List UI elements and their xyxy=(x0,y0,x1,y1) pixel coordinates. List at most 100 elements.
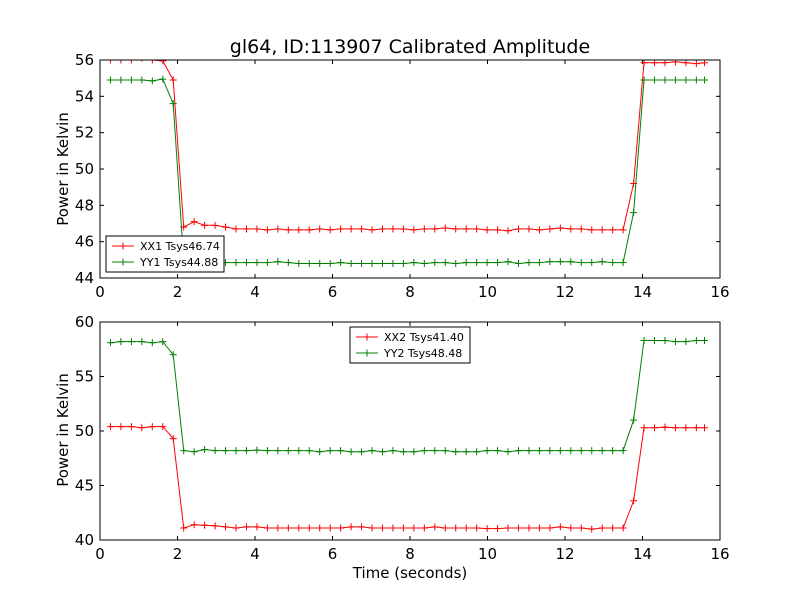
bottom-data-point xyxy=(253,523,261,531)
bottom-data-point xyxy=(117,338,125,346)
top-data-point xyxy=(316,225,324,233)
bottom-data-point xyxy=(337,447,345,455)
bottom-x-tick-label: 4 xyxy=(250,545,260,563)
top-data-point xyxy=(410,226,418,234)
bottom-data-point xyxy=(701,337,708,345)
top-data-point xyxy=(525,259,533,267)
top-data-point xyxy=(127,60,135,64)
top-data-point xyxy=(515,225,522,233)
bottom-data-point xyxy=(515,447,522,455)
top-data-point xyxy=(263,226,271,234)
top-data-point xyxy=(420,259,428,267)
top-data-point xyxy=(347,225,355,233)
bottom-data-point xyxy=(222,523,230,531)
bottom-data-point xyxy=(253,446,261,454)
bottom-data-point xyxy=(242,447,250,455)
bottom-x-tick-label: 6 xyxy=(328,545,338,563)
top-data-point xyxy=(546,258,554,266)
top-data-point xyxy=(431,225,439,233)
bottom-data-point xyxy=(274,524,282,532)
bottom-y-axis-label: Power in Kelvin xyxy=(54,373,72,487)
top-data-point xyxy=(609,259,617,267)
bottom-data-point xyxy=(483,525,491,533)
bottom-legend-swatch-marker xyxy=(363,349,371,357)
bottom-data-point xyxy=(180,524,188,532)
top-data-point xyxy=(619,226,627,234)
top-data-point xyxy=(473,259,481,267)
top-data-point xyxy=(441,259,449,267)
bottom-data-point xyxy=(263,447,271,455)
top-data-point xyxy=(525,225,533,233)
top-series-line xyxy=(110,60,705,232)
bottom-data-point xyxy=(651,337,659,345)
bottom-data-point xyxy=(190,521,198,529)
top-data-point xyxy=(117,60,125,64)
bottom-data-point xyxy=(201,521,209,529)
top-data-point xyxy=(368,226,376,234)
bottom-series-line xyxy=(110,340,705,453)
bottom-data-point xyxy=(525,447,533,455)
top-data-point xyxy=(619,259,627,267)
bottom-data-point xyxy=(410,448,418,456)
bottom-x-tick-label: 8 xyxy=(405,545,415,563)
bottom-data-point xyxy=(630,416,638,424)
top-data-point xyxy=(556,224,564,232)
top-data-point xyxy=(368,259,376,267)
top-data-point xyxy=(232,259,240,267)
top-data-point xyxy=(609,226,617,234)
bottom-data-point xyxy=(588,525,596,533)
top-data-point xyxy=(127,76,135,84)
bottom-data-point xyxy=(399,524,407,532)
top-legend-box xyxy=(105,235,225,273)
bottom-data-point xyxy=(326,447,334,455)
bottom-x-tick-label: 0 xyxy=(95,545,105,563)
top-data-point xyxy=(661,76,669,84)
top-data-point xyxy=(671,76,679,84)
top-data-point xyxy=(358,259,366,267)
top-series-1 xyxy=(106,60,708,235)
top-data-point xyxy=(441,224,449,232)
bottom-legend-box xyxy=(349,326,471,364)
top-data-point xyxy=(692,60,700,68)
bottom-data-point xyxy=(138,338,146,346)
top-y-tick-label: 54 xyxy=(75,87,94,105)
top-data-point xyxy=(337,225,345,233)
bottom-data-point xyxy=(222,447,230,455)
bottom-data-point xyxy=(630,497,638,505)
top-data-point xyxy=(106,60,114,64)
bottom-data-point xyxy=(295,447,303,455)
bottom-data-point xyxy=(378,448,386,456)
bottom-data-point xyxy=(232,524,240,532)
bottom-data-point xyxy=(609,447,617,455)
bottom-data-point xyxy=(535,447,543,455)
top-data-point xyxy=(106,76,114,84)
bottom-data-point xyxy=(515,524,522,532)
bottom-data-point xyxy=(504,448,512,456)
top-data-point xyxy=(535,226,543,234)
bottom-data-point xyxy=(546,447,554,455)
top-data-point xyxy=(515,259,522,267)
bottom-data-point xyxy=(692,337,700,345)
top-data-point xyxy=(682,76,690,84)
top-data-point xyxy=(640,76,648,84)
top-data-point xyxy=(452,225,460,233)
top-axes-frame xyxy=(99,59,721,279)
top-data-point xyxy=(326,259,334,267)
bottom-data-point xyxy=(556,523,564,531)
top-data-point xyxy=(483,226,491,234)
bottom-data-point xyxy=(556,447,564,455)
top-data-point xyxy=(316,259,324,267)
figure-title: gl64, ID:113907 Calibrated Amplitude xyxy=(230,36,590,58)
top-data-point xyxy=(577,225,585,233)
bottom-data-point xyxy=(640,424,648,432)
top-data-point xyxy=(399,259,407,267)
bottom-data-point xyxy=(368,447,376,455)
bottom-data-point xyxy=(358,448,366,456)
top-legend: XX1 Tsys46.74 YY1 Tsys44.88 xyxy=(105,235,225,273)
top-legend-entry: YY1 Tsys44.88 xyxy=(112,256,218,269)
top-data-point xyxy=(190,218,198,226)
bottom-data-point xyxy=(598,524,606,532)
bottom-data-point xyxy=(682,338,690,346)
bottom-data-point xyxy=(117,423,125,431)
